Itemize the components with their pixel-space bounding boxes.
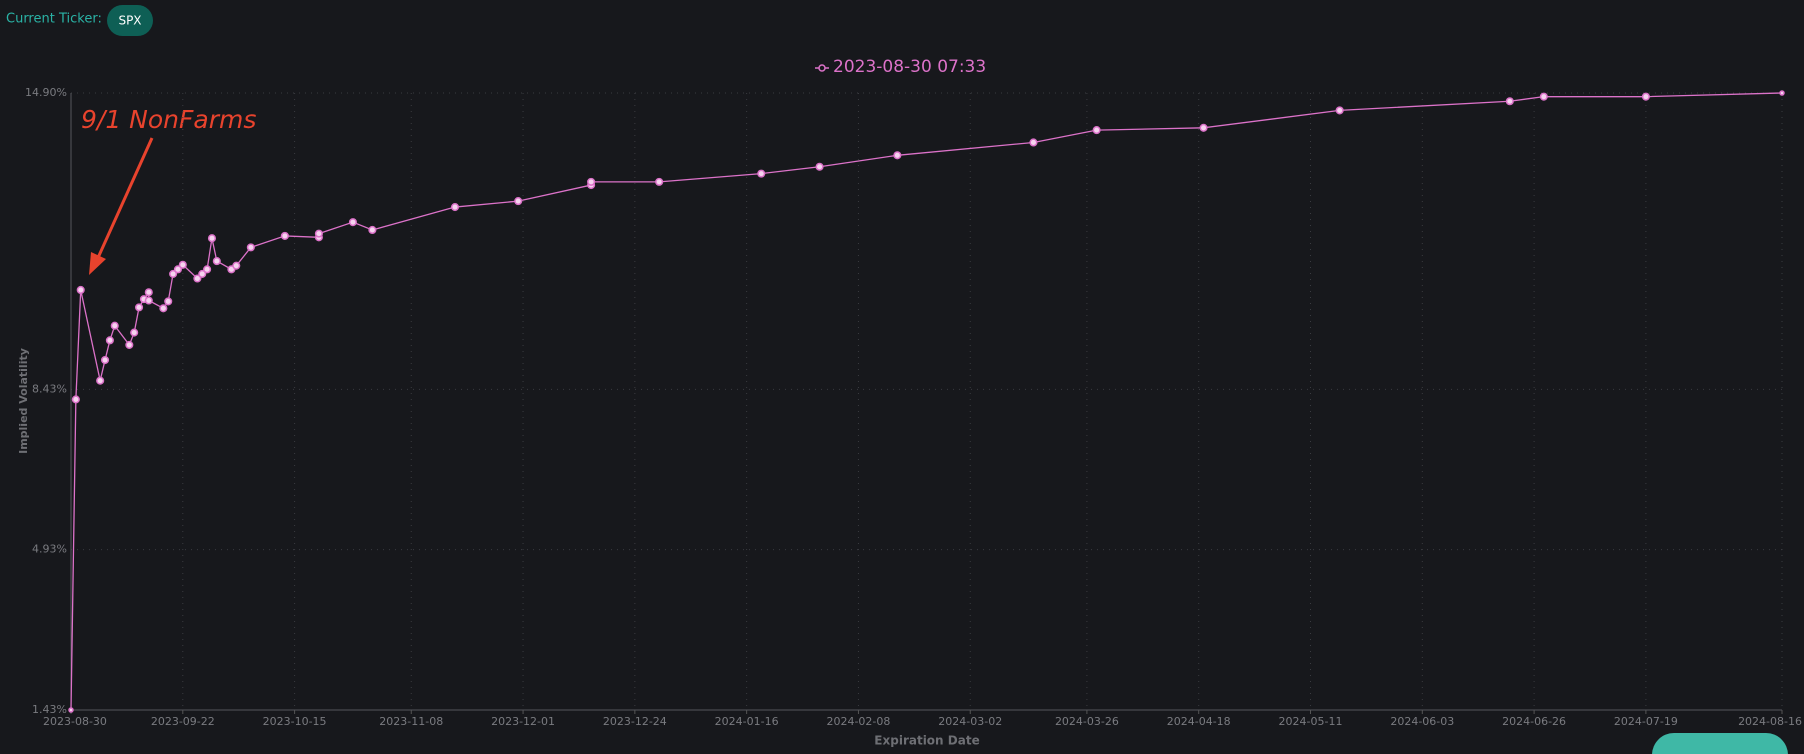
data-point [1779, 90, 1785, 96]
x-tick-label: 2023-11-08 [379, 715, 443, 728]
x-tick-label: 2024-04-18 [1167, 715, 1231, 728]
data-point [1539, 92, 1548, 101]
x-tick-label: 2024-03-26 [1055, 715, 1119, 728]
y-tick-label: 14.90% [25, 86, 67, 99]
annotation: 9/1 NonFarms [81, 105, 256, 134]
data-point [587, 177, 596, 186]
x-tick-label: 2024-01-16 [715, 715, 779, 728]
legend-label: 2023-08-30 07:33 [833, 57, 986, 77]
data-point [893, 151, 902, 160]
data-point [76, 285, 85, 295]
y-tick-label: 4.93% [32, 543, 67, 556]
data-point [71, 395, 80, 404]
x-tick-label: 2023-12-24 [603, 715, 667, 728]
data-point [169, 269, 178, 278]
data-point [1199, 123, 1208, 132]
annotation-arrow [95, 137, 154, 261]
ticker-button[interactable] [107, 5, 153, 36]
data-point [159, 304, 168, 313]
x-tick-label: 2024-05-11 [1279, 715, 1343, 728]
x-tick-label: 2024-03-02 [938, 715, 1002, 728]
ticker-label: Current Ticker: [6, 12, 102, 27]
support-button[interactable] [1652, 733, 1788, 754]
x-tick-label: 2024-07-19 [1614, 715, 1678, 728]
data-point [164, 297, 173, 306]
data-point [280, 231, 289, 240]
ticker-button-text[interactable]: SPX [118, 14, 141, 28]
data-point [203, 265, 212, 274]
x-tick-label: 2024-06-26 [1502, 715, 1566, 728]
data-point [1092, 126, 1101, 135]
data-point [314, 229, 323, 238]
data-point [246, 243, 255, 252]
data-point [68, 707, 74, 713]
data-point [178, 260, 187, 269]
x-tick-label: 2024-06-03 [1390, 715, 1454, 728]
data-point [232, 261, 241, 270]
data-point [1505, 97, 1514, 106]
x-tick-label: 2023-09-22 [151, 715, 215, 728]
data-point [815, 162, 824, 171]
data-point [757, 169, 766, 178]
data-point [514, 197, 523, 206]
data-point [655, 177, 664, 186]
data-point [135, 303, 144, 312]
legend: 2023-08-30 07:33 [815, 57, 986, 77]
x-axis-title: Expiration Date [874, 734, 979, 748]
data-point [212, 257, 221, 266]
data-point [130, 328, 139, 337]
data-point [96, 376, 105, 385]
data-point [105, 336, 114, 345]
legend-icon-marker [818, 64, 826, 72]
data-point [100, 355, 110, 365]
x-tick-label: 2023-10-15 [263, 715, 327, 728]
x-tick-label: 2024-08-16 [1738, 715, 1802, 728]
y-tick-label: 1.43% [32, 703, 67, 716]
x-tick-label: 2024-02-08 [826, 715, 890, 728]
data-point [198, 269, 207, 278]
y-tick-label: 8.43% [32, 382, 67, 395]
data-point [368, 225, 377, 235]
y-axis-title: Implied Volatility [17, 348, 30, 454]
annotation-arrowhead [89, 252, 106, 275]
data-point [207, 234, 217, 243]
data-point [144, 296, 153, 305]
data-point [125, 340, 134, 349]
data-point [144, 288, 153, 297]
data-point [1029, 138, 1038, 147]
data-point [193, 274, 202, 283]
x-tick-label: 2023-12-01 [491, 715, 555, 728]
data-point [1335, 106, 1344, 115]
data-point [348, 218, 357, 227]
data-point [450, 203, 460, 212]
data-point [110, 321, 119, 330]
data-point [173, 265, 182, 274]
x-tick-label: 2023-08-30 [43, 715, 107, 728]
data-point [1641, 92, 1650, 101]
